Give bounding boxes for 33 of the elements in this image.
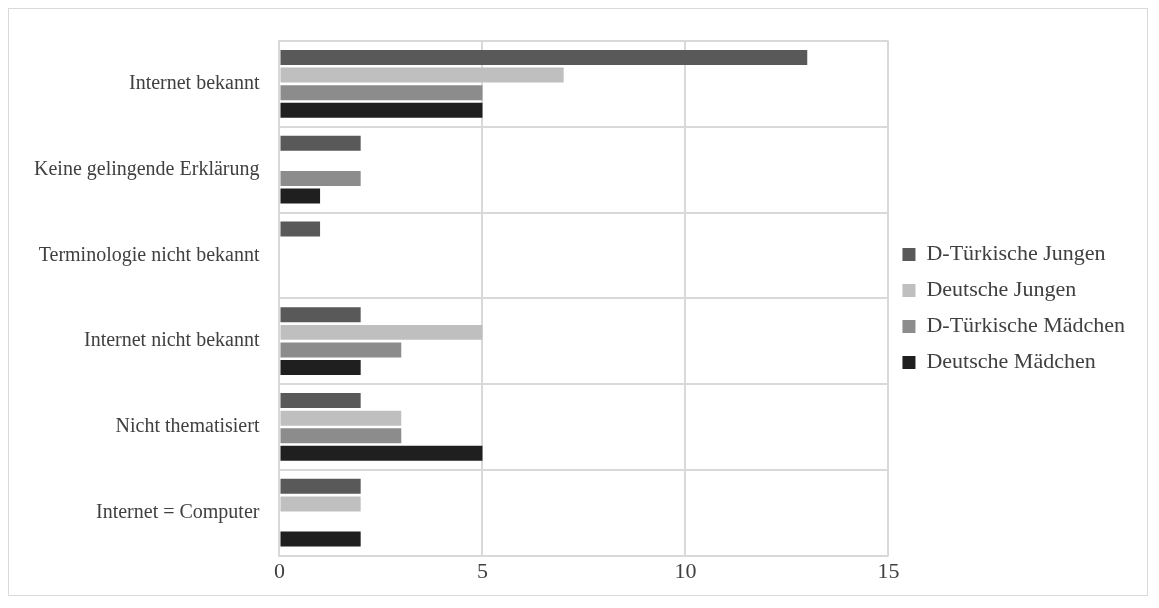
bar xyxy=(280,135,361,151)
y-tick-label: Internet bekannt xyxy=(128,71,260,94)
bar xyxy=(280,531,361,547)
bar xyxy=(280,67,564,83)
y-tick-label: Internet = Computer xyxy=(96,499,260,523)
bar xyxy=(280,307,361,323)
bar xyxy=(280,85,483,101)
bar xyxy=(280,170,361,186)
y-tick-label: Keine gelingende Erklärung xyxy=(34,156,260,180)
bar xyxy=(280,324,483,340)
bar xyxy=(280,342,402,358)
bar xyxy=(280,410,402,426)
bar xyxy=(280,478,361,494)
bar xyxy=(280,188,321,204)
bar xyxy=(280,221,321,237)
legend-label: D-Türkische Mädchen xyxy=(926,312,1126,338)
y-tick-label: Terminologie nicht bekannt xyxy=(38,242,260,266)
legend-label: Deutsche Mädchen xyxy=(926,348,1096,374)
y-tick-label: Internet nicht bekannt xyxy=(83,328,260,351)
x-tick-label: 5 xyxy=(476,557,488,583)
x-tick-label: 15 xyxy=(877,557,900,583)
bar xyxy=(280,445,483,461)
x-tick-label: 10 xyxy=(674,557,697,583)
bar xyxy=(280,50,808,65)
bar xyxy=(280,393,361,409)
legend-label: D-Türkische Jungen xyxy=(926,240,1106,266)
bar xyxy=(280,102,483,118)
y-tick-label: Nicht thematisiert xyxy=(115,414,260,437)
bar xyxy=(280,496,361,512)
bar xyxy=(280,428,402,444)
legend-label: Deutsche Jungen xyxy=(926,276,1077,302)
x-tick-label: 0 xyxy=(273,557,285,583)
bar xyxy=(280,360,361,376)
